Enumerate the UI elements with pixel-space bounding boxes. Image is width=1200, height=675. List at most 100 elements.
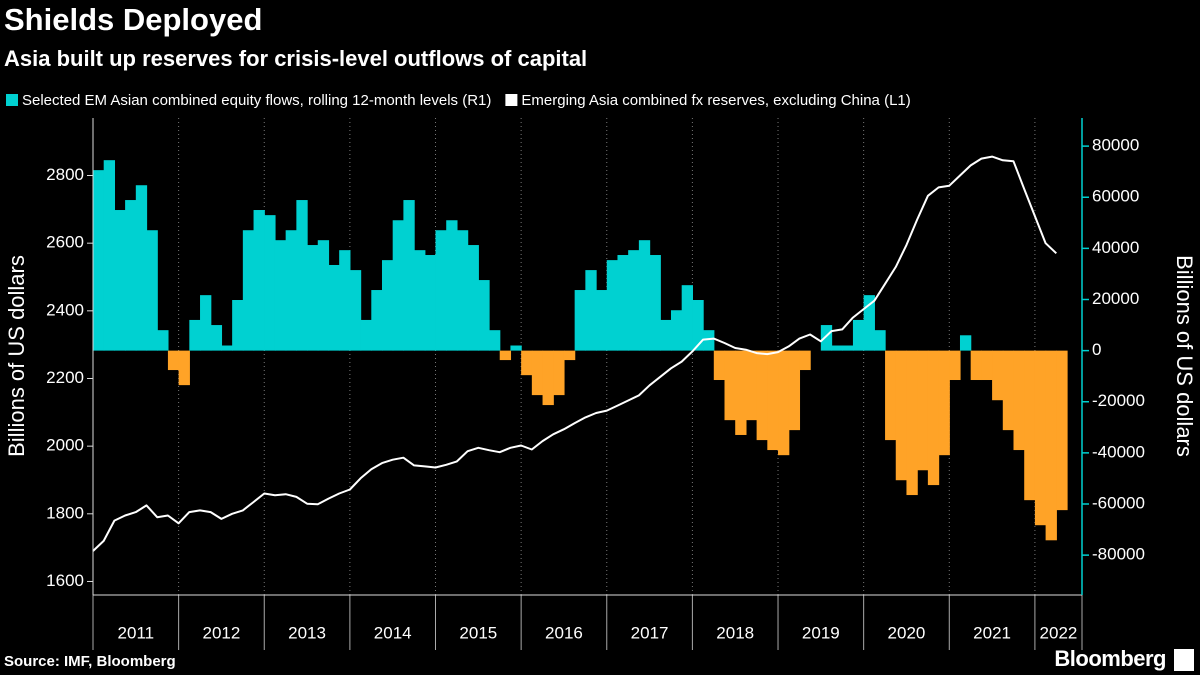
equity-flow-bar — [981, 350, 993, 381]
equity-flow-bar — [510, 345, 522, 351]
equity-flow-bar — [874, 330, 886, 351]
equity-flow-bar — [799, 350, 811, 371]
y-tick-label: 2400 — [46, 300, 84, 319]
equity-flow-bar — [264, 215, 276, 351]
y2-tick-label: -60000 — [1092, 493, 1145, 512]
equity-flow-bar — [253, 210, 265, 351]
equity-flow-bar — [328, 264, 340, 351]
y2-tick-label: 40000 — [1092, 238, 1139, 257]
y2-tick-label: 60000 — [1092, 187, 1139, 206]
equity-flow-bar — [820, 325, 833, 351]
equity-flow-bar — [167, 350, 180, 371]
equity-flow-bar — [531, 350, 544, 396]
equity-flow-bar — [927, 350, 940, 486]
equity-flow-bar — [745, 350, 758, 421]
y-tick-label: 2000 — [46, 436, 84, 455]
equity-flow-bar — [1013, 350, 1025, 451]
equity-flow-bar — [285, 230, 297, 351]
equity-flow-bar — [842, 345, 854, 351]
equity-flow-bar — [521, 350, 533, 376]
y2-tick-label: -20000 — [1092, 391, 1145, 410]
equity-flow-bar — [103, 160, 116, 351]
brand-icon — [1174, 649, 1194, 671]
equity-flow-bar — [403, 200, 415, 351]
equity-flow-bar — [778, 350, 790, 456]
equity-flow-bar — [1024, 350, 1036, 501]
equity-flow-bar — [339, 250, 351, 351]
equity-flow-bar — [692, 300, 704, 351]
equity-flow-bar — [178, 350, 190, 386]
equity-flow-bar — [200, 295, 212, 351]
legend-label: Selected EM Asian combined equity flows,… — [22, 92, 491, 109]
equity-flow-bar — [157, 330, 169, 351]
equity-flow-bar — [371, 290, 383, 351]
x-tick-label: 2014 — [374, 623, 412, 642]
equity-flow-bar — [606, 260, 619, 351]
y2-tick-label: -80000 — [1092, 545, 1145, 564]
equity-flow-bar — [938, 350, 950, 456]
y2-axis-title: Billions of US dollars — [1172, 255, 1197, 457]
equity-flow-bar — [970, 350, 982, 381]
equity-flow-bar — [628, 250, 640, 351]
equity-flow-bar — [917, 350, 929, 471]
x-tick-label: 2018 — [716, 623, 754, 642]
x-tick-label: 2021 — [973, 623, 1011, 642]
equity-flow-bar — [906, 350, 918, 496]
equity-flow-bar — [949, 350, 961, 381]
equity-flow-bar — [767, 350, 779, 451]
x-tick-label: 2016 — [545, 623, 583, 642]
equity-flow-bar — [296, 200, 308, 351]
x-tick-label: 2012 — [203, 623, 241, 642]
source: Source: IMF, Bloomberg — [4, 653, 176, 670]
equity-flow-bar — [724, 350, 736, 421]
equity-flow-bar — [885, 350, 897, 441]
equity-flow-bar — [660, 319, 672, 351]
y2-tick-label: 20000 — [1092, 289, 1139, 308]
chart-title: Shields Deployed — [4, 2, 262, 37]
equity-flow-bar — [392, 220, 405, 351]
equity-flow-bar — [435, 230, 447, 351]
equity-flow-bar — [703, 330, 715, 351]
y2-tick-label: -40000 — [1092, 442, 1145, 461]
equity-flow-bar — [478, 280, 490, 351]
chart-subtitle: Asia built up reserves for crisis-level … — [4, 46, 587, 71]
equity-flow-bar — [242, 230, 255, 351]
equity-flow-bar — [349, 270, 362, 351]
equity-flow-bar — [863, 295, 875, 351]
equity-flow-bar — [681, 285, 693, 351]
equity-flow-bar — [360, 319, 372, 351]
reserves-line — [92, 155, 1057, 552]
equity-flow-bar — [542, 350, 554, 406]
equity-flow-bar — [713, 350, 726, 381]
equity-flow-bar — [307, 245, 319, 351]
equity-flow-bar — [788, 350, 801, 431]
equity-flow-bar — [831, 345, 843, 351]
equity-flow-bar — [852, 319, 865, 351]
y-tick-label: 2200 — [46, 368, 84, 387]
x-tick-label: 2015 — [459, 623, 497, 642]
equity-flow-bar — [638, 240, 651, 351]
equity-flow-bar — [221, 345, 233, 351]
equity-flow-bar — [317, 240, 330, 351]
x-tick-label: 2017 — [631, 623, 669, 642]
y-tick-label: 1600 — [46, 571, 84, 590]
y-tick-label: 2600 — [46, 233, 84, 252]
equity-flow-bar — [189, 319, 201, 351]
equity-flow-bar — [467, 245, 479, 351]
equity-flow-bar — [617, 255, 629, 351]
legend-swatch — [6, 94, 18, 106]
brand: Bloomberg — [1054, 646, 1166, 671]
equity-flow-bar — [424, 255, 437, 351]
equity-flow-bar — [210, 325, 223, 351]
equity-flow-bar — [274, 240, 287, 351]
y-tick-label: 2800 — [46, 165, 84, 184]
equity-flow-bar — [114, 210, 126, 351]
equity-flow-bar — [93, 170, 105, 351]
equity-flow-bar — [446, 220, 458, 351]
equity-flow-bar — [895, 350, 908, 481]
equity-flow-bar — [456, 230, 469, 351]
y-axis-title: Billions of US dollars — [4, 255, 29, 457]
